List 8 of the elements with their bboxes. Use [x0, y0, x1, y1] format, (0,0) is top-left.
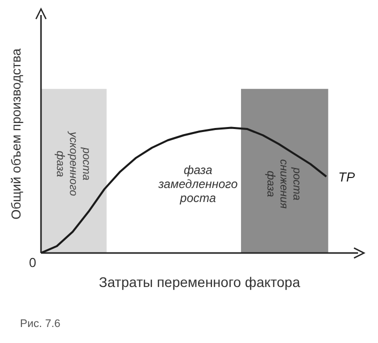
- x-axis-title: Затраты переменного фактора: [98, 274, 300, 290]
- y-axis-title: Общий объем производства: [8, 48, 24, 220]
- series-label: TP: [338, 170, 356, 185]
- text: 0: [29, 255, 36, 270]
- annotation: фаза ускоренного роста: [54, 130, 92, 196]
- text: Рис. 7.6: [20, 318, 60, 330]
- annotation: фаза замедленного роста: [157, 163, 239, 205]
- annotation: фаза снижения роста: [264, 159, 303, 209]
